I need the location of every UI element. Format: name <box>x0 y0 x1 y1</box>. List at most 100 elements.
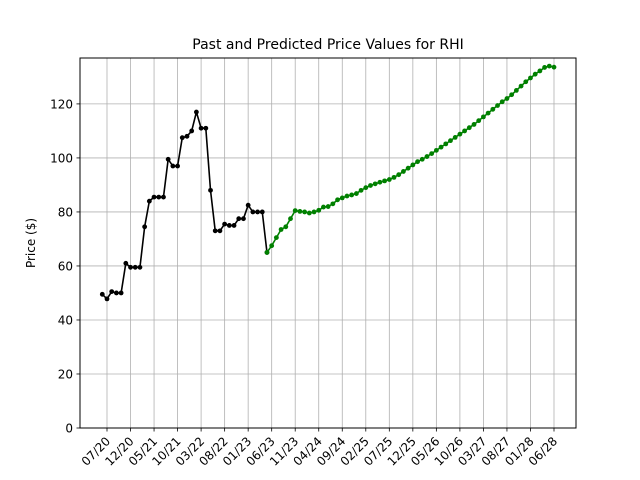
series-layer <box>99 63 557 302</box>
data-point-series-2 <box>499 99 505 105</box>
data-point-series-1 <box>165 156 171 162</box>
data-point-series-2 <box>325 204 331 209</box>
data-point-series-2 <box>306 210 312 216</box>
data-point-series-1 <box>255 209 260 215</box>
data-point-series-2 <box>537 68 543 74</box>
data-point-series-1 <box>231 223 237 228</box>
data-point-series-1 <box>99 291 105 297</box>
data-point-series-1 <box>123 260 129 266</box>
data-point-series-1 <box>151 194 157 200</box>
data-point-series-1 <box>142 224 148 230</box>
data-point-series-2 <box>278 227 284 232</box>
data-point-series-1 <box>212 228 218 234</box>
data-point-series-1 <box>104 296 110 302</box>
data-point-series-1 <box>259 209 265 215</box>
data-point-series-2 <box>532 71 538 77</box>
data-point-series-2 <box>513 88 519 93</box>
data-point-series-2 <box>415 159 420 165</box>
data-point-series-2 <box>509 92 515 98</box>
data-point-series-1 <box>236 216 242 222</box>
data-point-series-1 <box>179 135 185 141</box>
data-point-series-1 <box>175 163 180 169</box>
data-point-series-1 <box>137 264 143 270</box>
data-point-series-2 <box>457 131 463 137</box>
data-point-series-2 <box>546 63 552 69</box>
data-point-series-2 <box>288 216 293 222</box>
data-point-series-2 <box>339 195 345 201</box>
plot-frame <box>79 57 577 429</box>
data-point-series-2 <box>448 138 453 144</box>
data-point-series-2 <box>273 235 279 241</box>
data-point-series-2 <box>349 192 355 198</box>
data-point-series-2 <box>344 193 350 199</box>
y-tick-label: 100 <box>50 151 73 165</box>
data-point-series-1 <box>208 187 213 193</box>
data-point-series-2 <box>283 224 289 230</box>
data-point-series-1 <box>132 264 138 270</box>
data-point-series-1 <box>128 264 133 270</box>
data-point-series-2 <box>311 209 317 215</box>
data-point-series-2 <box>452 135 458 140</box>
data-point-series-1 <box>170 163 176 169</box>
data-point-series-1 <box>118 290 124 296</box>
data-point-series-1 <box>114 290 119 296</box>
data-point-series-1 <box>146 198 152 204</box>
data-point-series-2 <box>396 172 402 178</box>
data-point-series-1 <box>198 125 204 131</box>
data-point-series-2 <box>330 201 336 207</box>
data-point-series-2 <box>485 110 491 116</box>
y-axis-label: Price ($) <box>24 218 38 268</box>
data-point-series-2 <box>405 165 411 171</box>
data-point-series-2 <box>358 187 364 193</box>
data-point-series-1 <box>222 221 228 227</box>
data-point-series-2 <box>377 179 383 185</box>
data-point-series-1 <box>156 194 162 200</box>
data-point-series-2 <box>419 156 425 162</box>
data-point-series-2 <box>481 114 486 120</box>
data-point-series-1 <box>217 228 223 234</box>
data-point-series-2 <box>490 106 496 112</box>
data-point-series-2 <box>269 243 275 249</box>
data-point-series-2 <box>316 207 322 213</box>
data-point-series-2 <box>372 181 378 187</box>
data-point-series-2 <box>443 141 449 147</box>
grid-lines <box>80 58 576 429</box>
data-point-series-1 <box>241 216 246 222</box>
data-point-series-2 <box>429 151 435 157</box>
data-point-series-2 <box>424 154 430 159</box>
data-point-series-2 <box>382 178 388 184</box>
data-point-series-2 <box>523 79 529 85</box>
data-point-series-1 <box>194 109 199 115</box>
data-point-series-1 <box>184 133 190 139</box>
data-point-series-2 <box>438 144 444 150</box>
data-point-series-2 <box>321 204 326 210</box>
data-point-series-2 <box>462 128 467 134</box>
data-point-series-2 <box>518 83 524 89</box>
data-point-series-2 <box>368 183 373 188</box>
data-point-series-2 <box>386 177 392 182</box>
data-point-series-2 <box>302 209 308 215</box>
y-tick-label: 80 <box>58 205 73 219</box>
data-point-series-2 <box>504 96 510 101</box>
data-point-series-1 <box>250 209 256 215</box>
data-point-series-2 <box>542 65 547 70</box>
data-point-series-2 <box>528 75 533 81</box>
data-point-series-1 <box>109 289 115 295</box>
data-point-series-1 <box>226 223 232 228</box>
data-point-series-2 <box>551 64 557 70</box>
data-point-series-2 <box>264 250 270 255</box>
data-point-series-2 <box>466 125 472 131</box>
data-point-series-2 <box>410 162 416 168</box>
data-point-series-1 <box>161 194 166 200</box>
y-tick-label: 120 <box>50 97 73 111</box>
y-tick-label: 60 <box>58 259 73 273</box>
data-point-series-2 <box>335 197 340 203</box>
data-point-series-2 <box>401 169 406 174</box>
data-point-series-2 <box>495 103 500 108</box>
data-point-series-2 <box>353 191 359 196</box>
data-point-series-2 <box>292 208 298 213</box>
data-point-series-1 <box>203 125 209 131</box>
chart-title: Past and Predicted Price Values for RHI <box>192 37 463 53</box>
data-point-series-2 <box>476 118 482 124</box>
